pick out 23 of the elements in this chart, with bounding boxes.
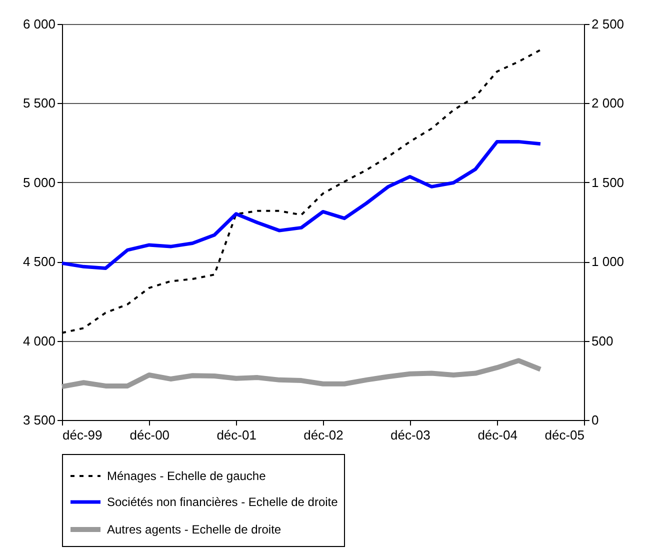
x-tick-label: déc-04	[478, 428, 518, 442]
x-tick-label: déc-01	[216, 428, 256, 442]
y-tick-label: 4 000	[22, 333, 56, 348]
x-tick-label: déc-00	[130, 428, 170, 442]
legend-label: Autres agents - Echelle de droite	[107, 522, 282, 536]
y2-tick-label: 1 000	[592, 254, 624, 270]
x-tick-label: déc-99	[62, 428, 102, 442]
x-tick-label: déc-05	[544, 428, 584, 442]
x-tick-label: déc-03	[390, 428, 430, 442]
y-tick-label: 5 000	[22, 174, 56, 190]
y2-tick-label: 1 500	[592, 174, 624, 190]
legend-label: Sociétés non financières - Echelle de droite	[107, 495, 338, 509]
y2-tick-label: 2 000	[592, 96, 624, 111]
line-series	[60, 140, 542, 270]
y-tick-label: 4 500	[22, 254, 56, 270]
legend-label: Ménages - Echelle de gauche	[107, 469, 266, 483]
x-tick-label: déc-02	[304, 428, 344, 442]
y2-tick-label: 2 500	[592, 16, 624, 32]
y2-tick-label: 500	[592, 333, 614, 348]
y-tick-label: 3 500	[22, 412, 56, 428]
y-tick-label: 5 500	[22, 96, 56, 111]
y-tick-label: 6 000	[22, 16, 56, 32]
y2-tick-label: 0	[592, 412, 599, 428]
